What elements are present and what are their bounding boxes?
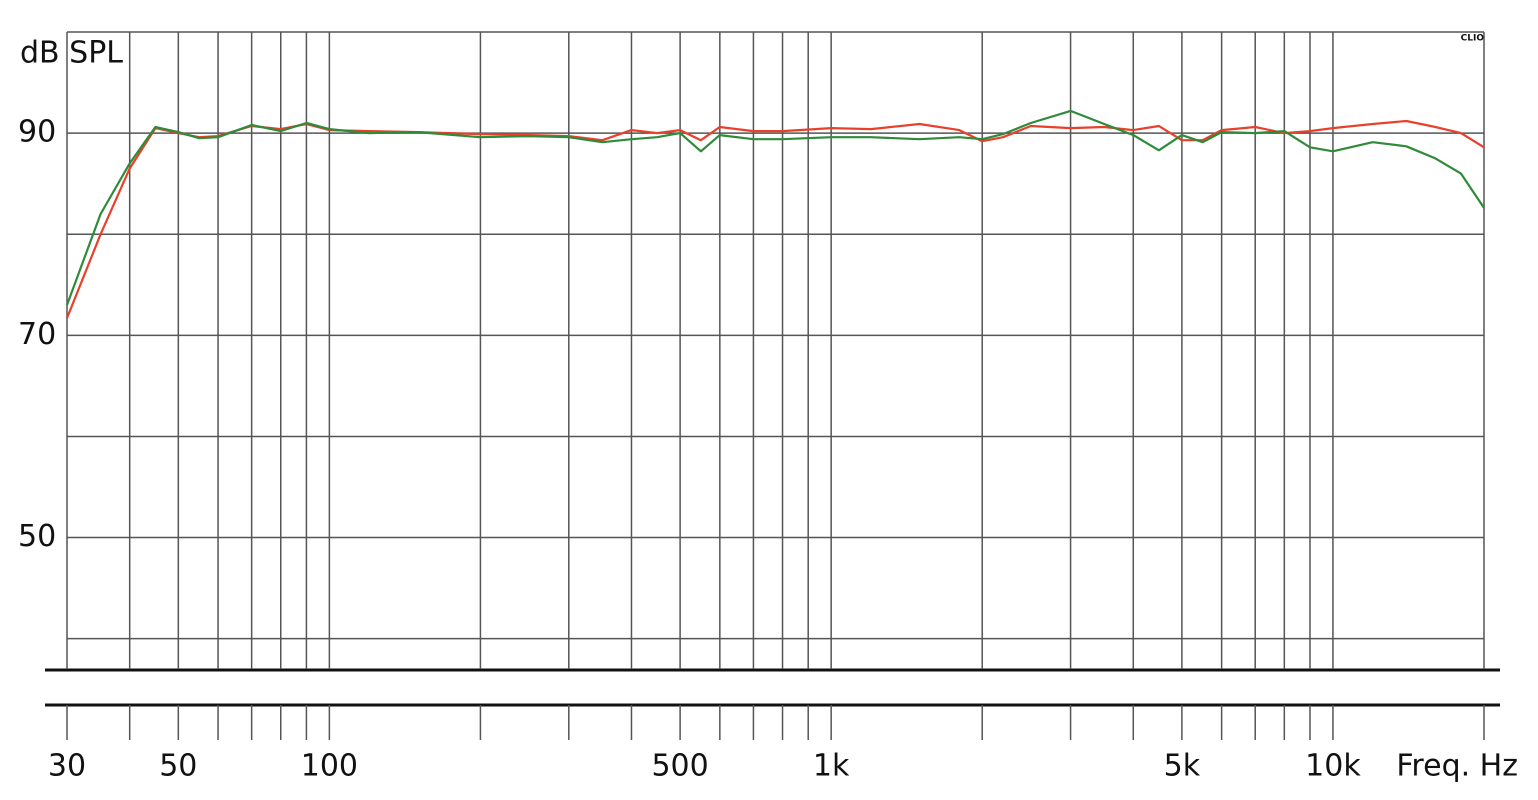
y-axis-label: dB SPL [20,36,123,71]
x-tick-label: 10k [1305,749,1361,784]
x-tick-label: 30 [48,749,86,784]
watermark: CLIO [1461,34,1485,44]
x-axis-label: Freq. Hz [1396,749,1518,784]
x-tick-label: 500 [651,749,708,784]
y-tick-label: 90 [18,115,56,150]
x-tick-label: 50 [159,749,197,784]
series-line [65,109,1485,306]
x-tick-label: 1k [813,749,850,784]
x-tick-label: 100 [301,749,358,784]
y-tick-label: 70 [18,317,56,352]
x-tick-label: 5k [1164,749,1201,784]
y-tick-label: 50 [18,519,56,554]
